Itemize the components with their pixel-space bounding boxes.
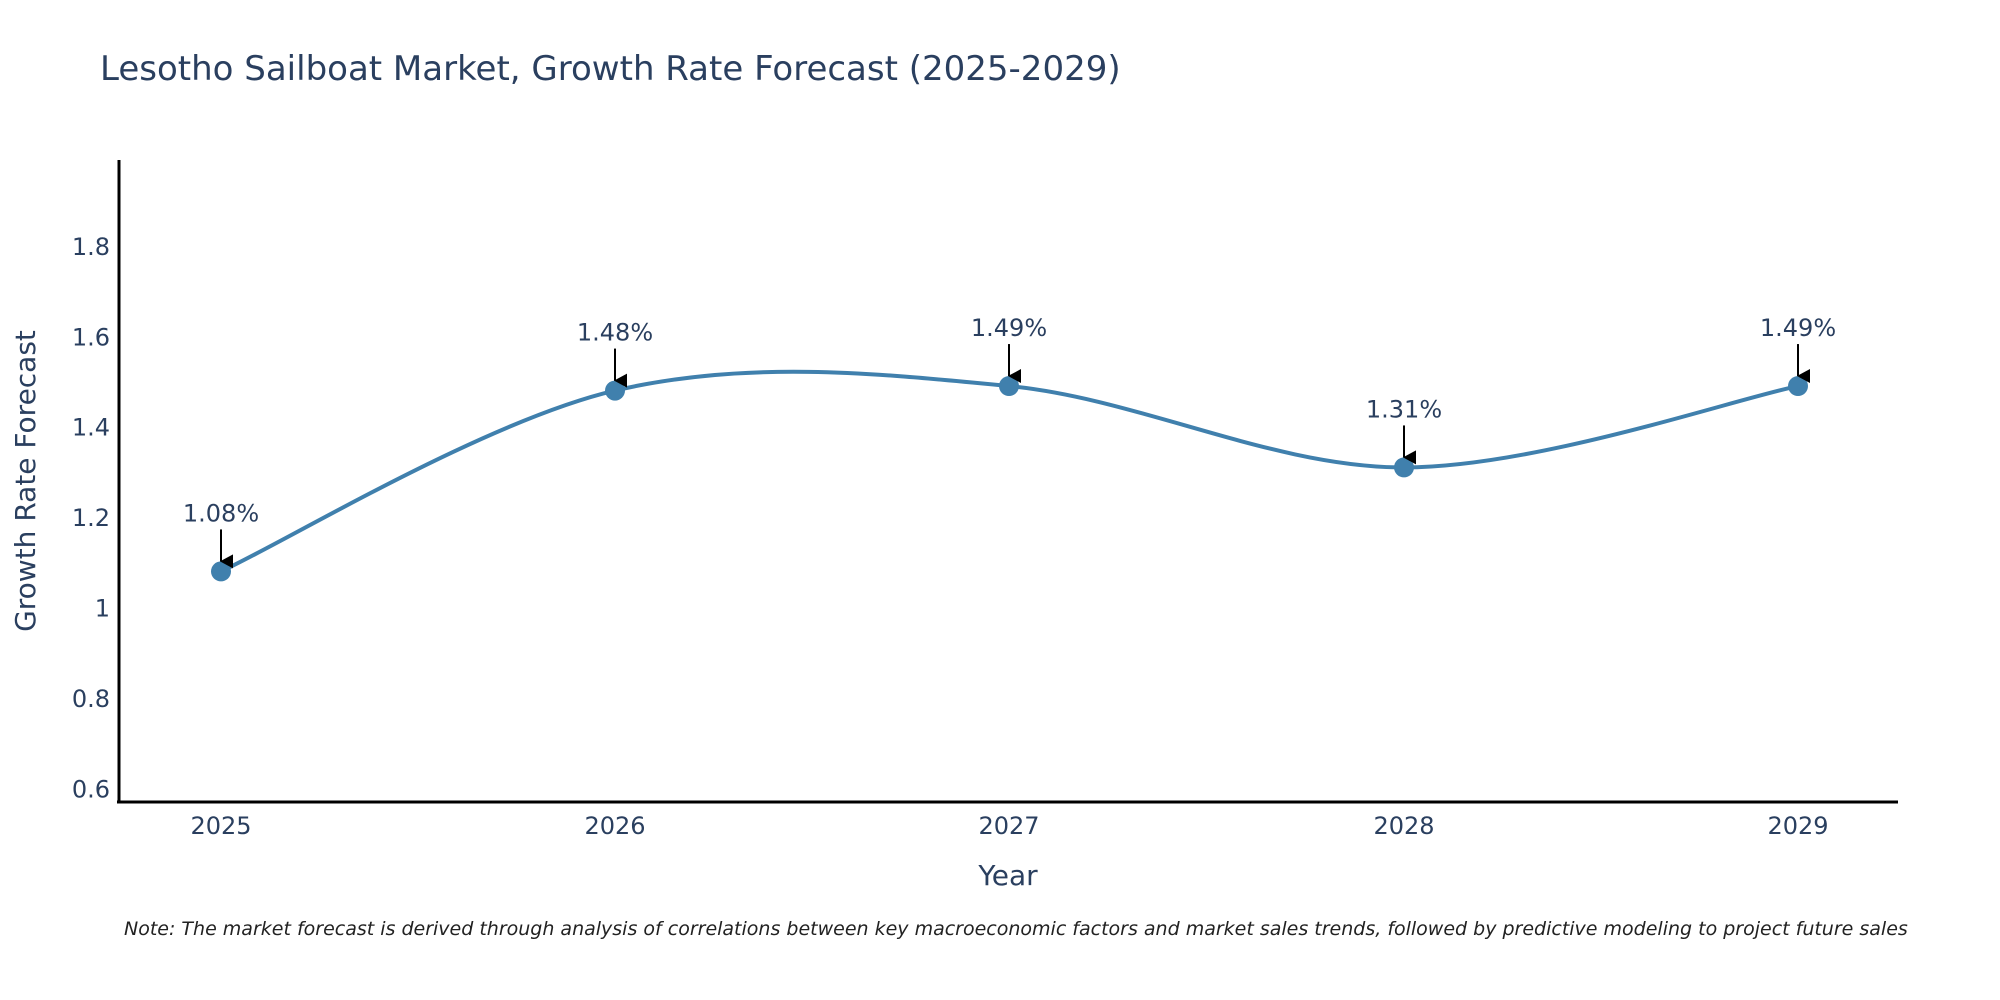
x-tick-label: 2027 — [978, 812, 1039, 840]
data-point — [605, 380, 625, 401]
y-tick-label: 1.8 — [72, 233, 110, 261]
data-points — [211, 376, 1808, 582]
y-axis-title: Growth Rate Forecast — [9, 330, 42, 632]
x-tick-label: 2025 — [190, 812, 251, 840]
footnote: Note: The market forecast is derived thr… — [124, 918, 1908, 940]
data-annotations: 1.08% 1.48% 1.49% 1.31% 1.49% — [183, 314, 1836, 569]
y-tick-label: 1 — [95, 595, 110, 623]
y-axis: 0.6 0.8 1 1.2 1.4 1.6 1.8 — [72, 233, 110, 804]
data-label: 1.49% — [1760, 314, 1836, 342]
y-tick-label: 1.2 — [72, 504, 110, 532]
data-point — [1788, 376, 1808, 397]
x-axis-title: Year — [977, 859, 1038, 892]
y-tick-label: 0.6 — [72, 775, 110, 803]
data-point — [999, 376, 1019, 397]
x-tick-label: 2026 — [584, 812, 645, 840]
y-tick-label: 1.6 — [72, 323, 110, 351]
data-point — [1394, 457, 1414, 478]
data-label: 1.48% — [577, 319, 653, 347]
data-point — [211, 561, 231, 582]
y-tick-label: 1.4 — [72, 414, 110, 442]
series-line — [220, 369, 1799, 574]
data-label: 1.31% — [1366, 395, 1442, 423]
chart-title: Lesotho Sailboat Market, Growth Rate For… — [100, 49, 1121, 89]
x-tick-label: 2029 — [1767, 812, 1828, 840]
data-label: 1.08% — [183, 499, 259, 527]
x-axis: 2025 2026 2027 2028 2029 — [190, 812, 1828, 840]
data-label: 1.49% — [971, 314, 1047, 342]
y-tick-label: 0.8 — [72, 685, 110, 713]
x-tick-label: 2028 — [1373, 812, 1434, 840]
